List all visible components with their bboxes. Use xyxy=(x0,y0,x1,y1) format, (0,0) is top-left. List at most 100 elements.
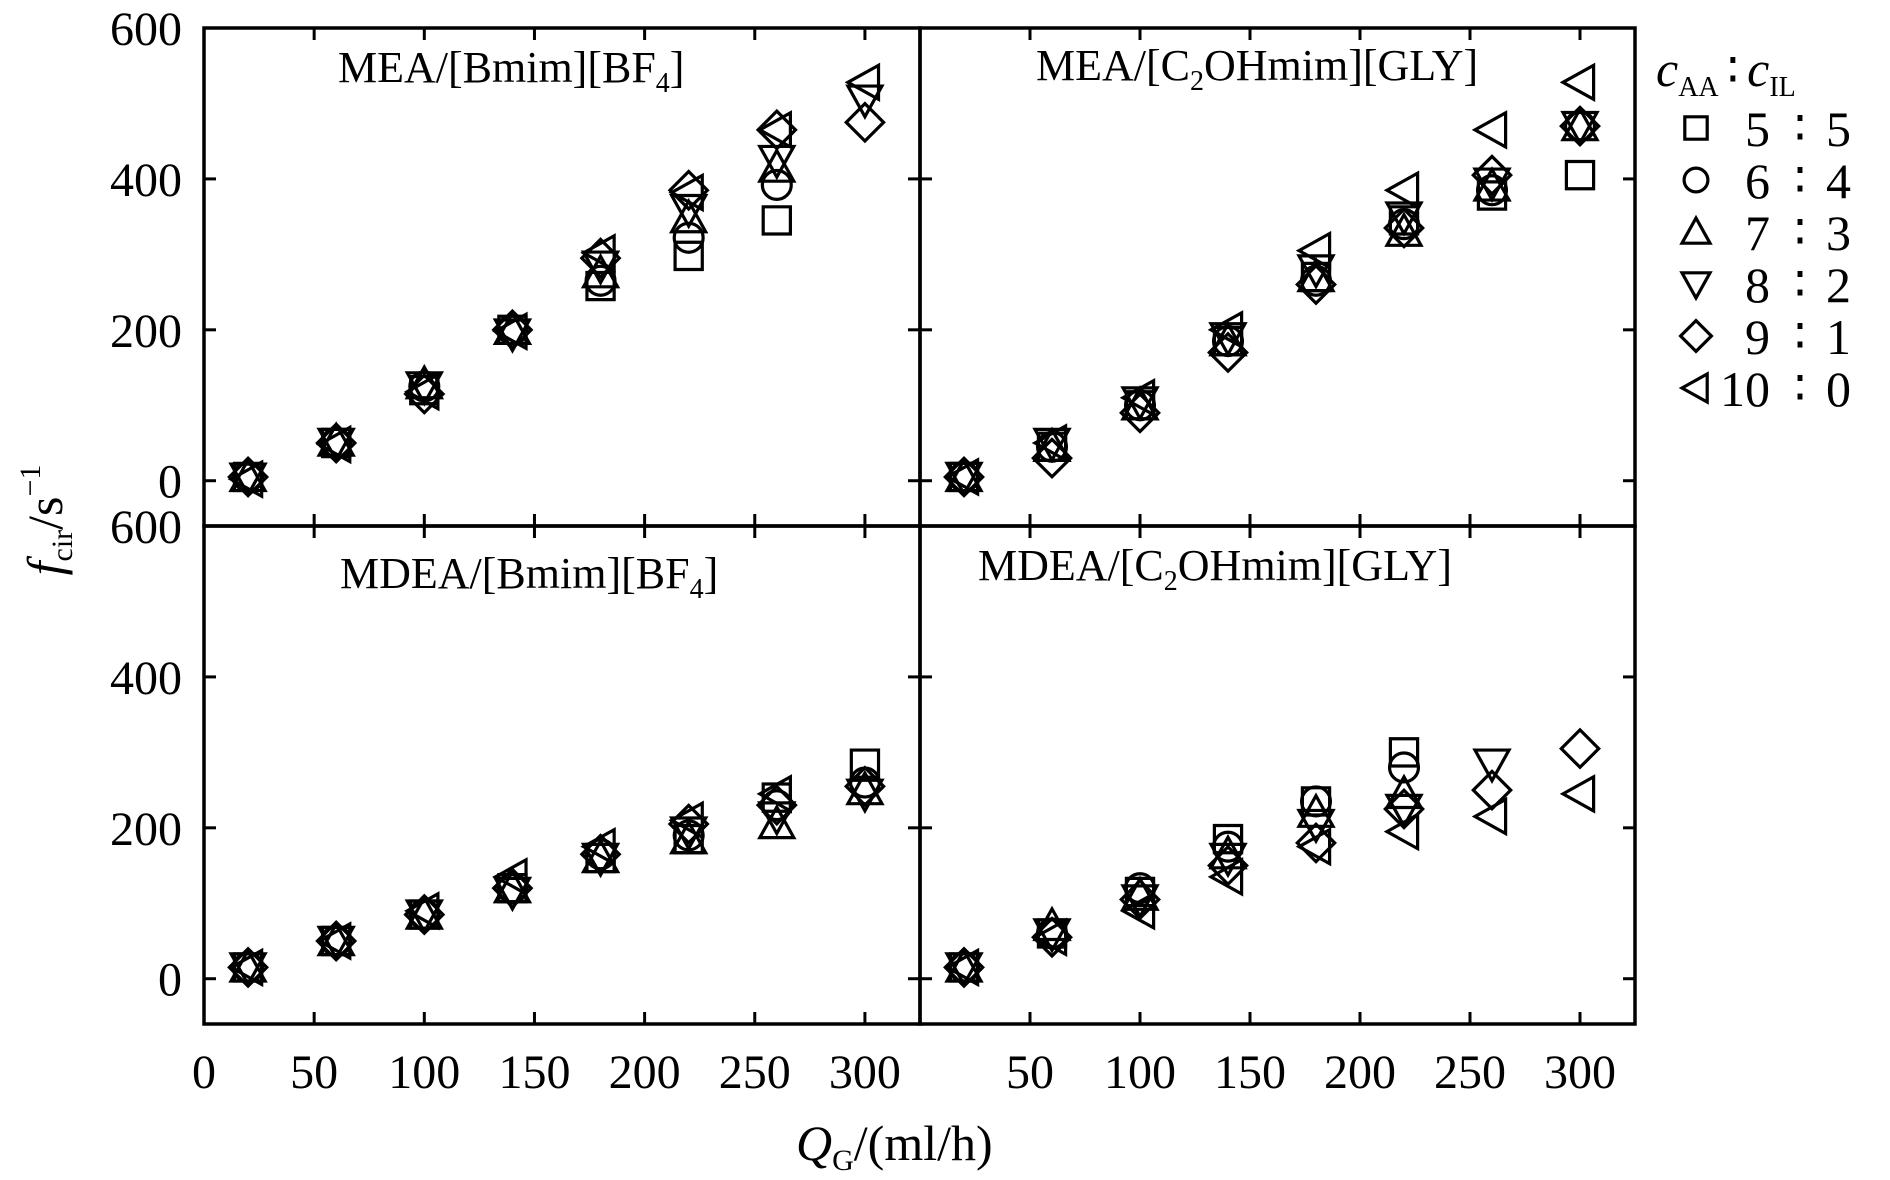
legend-ratio-aa: 7 xyxy=(1745,205,1770,261)
legend-entry: 10 ∶ 0 xyxy=(1678,361,1851,417)
legend-ratio-il: 4 xyxy=(1826,153,1851,209)
data-point-triangle-down xyxy=(492,876,533,913)
data-point-triangle-left xyxy=(227,947,264,988)
legend-colon: ∶ xyxy=(1794,154,1807,207)
data-point-triangle-down xyxy=(845,84,885,120)
legend-ratio-aa: 6 xyxy=(1745,153,1770,209)
data-point-triangle-down xyxy=(1208,322,1248,358)
data-point-circle xyxy=(760,168,793,201)
legend-marker-triangle-down xyxy=(1679,271,1713,302)
data-point-triangle-down xyxy=(1384,793,1424,830)
data-point-diamond xyxy=(1383,787,1425,830)
y-tick-label: 0 xyxy=(158,456,182,509)
y-tick-label: 200 xyxy=(110,305,182,358)
data-point-diamond xyxy=(1559,105,1601,148)
data-point-triangle-left xyxy=(580,233,616,273)
data-point-triangle-up xyxy=(404,894,445,930)
y-tick-label: 600 xyxy=(110,501,182,554)
legend-marker-triangle-up xyxy=(1679,214,1713,245)
data-point-circle xyxy=(1387,751,1421,784)
x-tick-label: 250 xyxy=(1434,1046,1506,1099)
data-point-triangle-left xyxy=(227,459,264,499)
data-point-triangle-left xyxy=(1383,170,1420,210)
legend-colon: ∶ xyxy=(1794,310,1807,363)
x-axis-title: QG/(ml/h) xyxy=(796,1115,993,1177)
legend-ratio-aa: 5 xyxy=(1745,101,1770,157)
data-point-triangle-left xyxy=(943,457,980,497)
data-point-triangle-left xyxy=(404,891,440,931)
data-point-triangle-left xyxy=(580,826,616,867)
legend-rows: 5 ∶ 56 ∶ 47 ∶ 38 ∶ 29 ∶ 1 10 ∶ 0 xyxy=(1678,101,1851,417)
x-tick-label: 300 xyxy=(829,1046,901,1099)
legend-colon: ∶ xyxy=(1794,206,1807,259)
data-point-triangle-up xyxy=(668,818,709,855)
x-tick-label: 200 xyxy=(1324,1046,1396,1099)
data-point-triangle-left xyxy=(943,947,980,988)
panel-frame-bottom-left xyxy=(202,524,922,1026)
data-point-triangle-down xyxy=(1472,748,1512,784)
legend-ratio-il: 5 xyxy=(1826,101,1851,157)
legend-ratio-il: 3 xyxy=(1826,205,1851,261)
legend-entry: 5 ∶ 5 xyxy=(1683,101,1851,157)
data-point-triangle-up xyxy=(944,456,984,493)
panel-bottom-left: 0 50 100 150 200 250 300 0 200 400 600 xyxy=(110,501,920,1099)
data-point-triangle-up xyxy=(668,197,709,234)
data-point-triangle-left xyxy=(1471,110,1508,150)
data-point-triangle-up xyxy=(944,947,984,983)
panel-title-bottom-right: MDEA/[C2OHmim][GLY] xyxy=(978,541,1452,597)
data-point-diamond xyxy=(1383,206,1425,249)
data-point-triangle-left xyxy=(1119,378,1156,418)
y-tick-label: 0 xyxy=(158,954,182,1007)
panel-title-top-left: MEA/[Bmim][BF4] xyxy=(338,43,684,99)
data-point-triangle-left xyxy=(1031,423,1068,463)
data-point-triangle-left xyxy=(1559,62,1596,103)
data-point-circle xyxy=(1475,174,1509,207)
legend-colon: ∶ xyxy=(1794,362,1807,415)
data-point-triangle-left xyxy=(404,371,440,412)
legend-header: cAA ∶ cIL xyxy=(1656,41,1796,103)
data-point-diamond xyxy=(1471,154,1513,197)
panel-frame-top-right xyxy=(918,26,1637,528)
data-point-triangle-up xyxy=(580,252,621,289)
data-point-diamond xyxy=(843,101,886,144)
data-point-triangle-down xyxy=(944,952,984,988)
legend-marker-diamond xyxy=(1678,318,1714,354)
data-point-triangle-up xyxy=(492,867,533,904)
y-tick-label: 200 xyxy=(110,803,182,856)
x-tick-label: 200 xyxy=(609,1046,681,1099)
legend-colon: ∶ xyxy=(1794,258,1807,311)
legend-ratio-aa: 8 xyxy=(1745,257,1770,313)
x-tick-label: 0 xyxy=(192,1046,216,1099)
data-point-diamond xyxy=(843,765,886,808)
x-tick-label: 300 xyxy=(1544,1046,1616,1099)
data-point-triangle-left xyxy=(492,311,528,352)
legend-marker-triangle-left xyxy=(1678,371,1709,405)
legend-marker-square xyxy=(1683,115,1709,141)
data-point-triangle-left xyxy=(492,857,528,897)
data-point-triangle-down xyxy=(316,925,356,962)
panel-top-left: 0 200 400 600 xyxy=(110,3,920,526)
panel-top-right xyxy=(920,28,1635,526)
legend-ratio-aa: 10 xyxy=(1720,361,1770,417)
data-point-triangle-down xyxy=(1032,427,1072,464)
data-point-triangle-left xyxy=(844,62,881,103)
data-point-triangle-up xyxy=(1560,105,1600,142)
legend-ratio-il: 2 xyxy=(1826,257,1851,313)
x-tick-label: 100 xyxy=(388,1046,460,1099)
y-axis-title: fcir/s−1 xyxy=(14,465,79,576)
data-point-triangle-down xyxy=(316,427,356,464)
data-point-triangle-left xyxy=(668,800,704,840)
data-point-triangle-left xyxy=(1383,811,1420,852)
data-point-triangle-up xyxy=(1384,773,1424,810)
data-point-triangle-left xyxy=(1207,310,1244,350)
data-point-triangle-down xyxy=(228,952,268,988)
data-point-diamond xyxy=(1559,727,1601,770)
legend-entry: 7 ∶ 3 xyxy=(1679,205,1851,261)
x-tick-label: 50 xyxy=(290,1046,338,1099)
data-point-triangle-left xyxy=(315,424,352,465)
x-tick-label: 250 xyxy=(719,1046,791,1099)
data-point-triangle-left xyxy=(1207,857,1244,897)
data-point-triangle-left xyxy=(1119,891,1156,931)
data-point-triangle-up xyxy=(316,920,356,957)
